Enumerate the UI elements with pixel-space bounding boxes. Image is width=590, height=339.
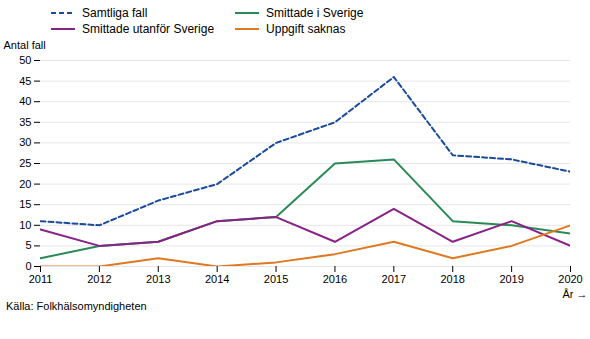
svg-text:2018: 2018 [440,273,464,285]
svg-text:2019: 2019 [499,273,523,285]
svg-text:2011: 2011 [29,273,53,285]
svg-text:2014: 2014 [205,273,229,285]
svg-text:2020: 2020 [558,273,582,285]
svg-text:30: 30 [19,136,31,148]
html-text:Smittade i Sverige: Smittade i Sverige [266,6,364,20]
html-text:Smittade utanför Sverige: Smittade utanför Sverige [82,22,215,36]
svg-text:25: 25 [19,157,31,169]
html-text:Samtliga fall: Samtliga fall [82,6,148,20]
svg-text:45: 45 [19,75,31,87]
svg-text:2013: 2013 [146,273,170,285]
svg-text:År →: År → [562,288,587,300]
svg-text:0: 0 [25,260,31,272]
svg-text:20: 20 [19,178,31,190]
svg-text:5: 5 [25,239,31,251]
html-text:Källa: Folkhälsomyndigheten: Källa: Folkhälsomyndigheten [6,300,147,312]
svg-text:35: 35 [19,116,31,128]
svg-text:2015: 2015 [264,273,288,285]
svg-text:2016: 2016 [323,273,347,285]
svg-text:50: 50 [19,54,31,66]
svg-text:2012: 2012 [87,273,111,285]
html-text:Uppgift saknas: Uppgift saknas [266,22,346,36]
svg-text:Antal fall: Antal fall [4,39,46,51]
svg-text:2017: 2017 [382,273,406,285]
svg-text:15: 15 [19,198,31,210]
svg-text:10: 10 [19,219,31,231]
svg-text:40: 40 [19,95,31,107]
